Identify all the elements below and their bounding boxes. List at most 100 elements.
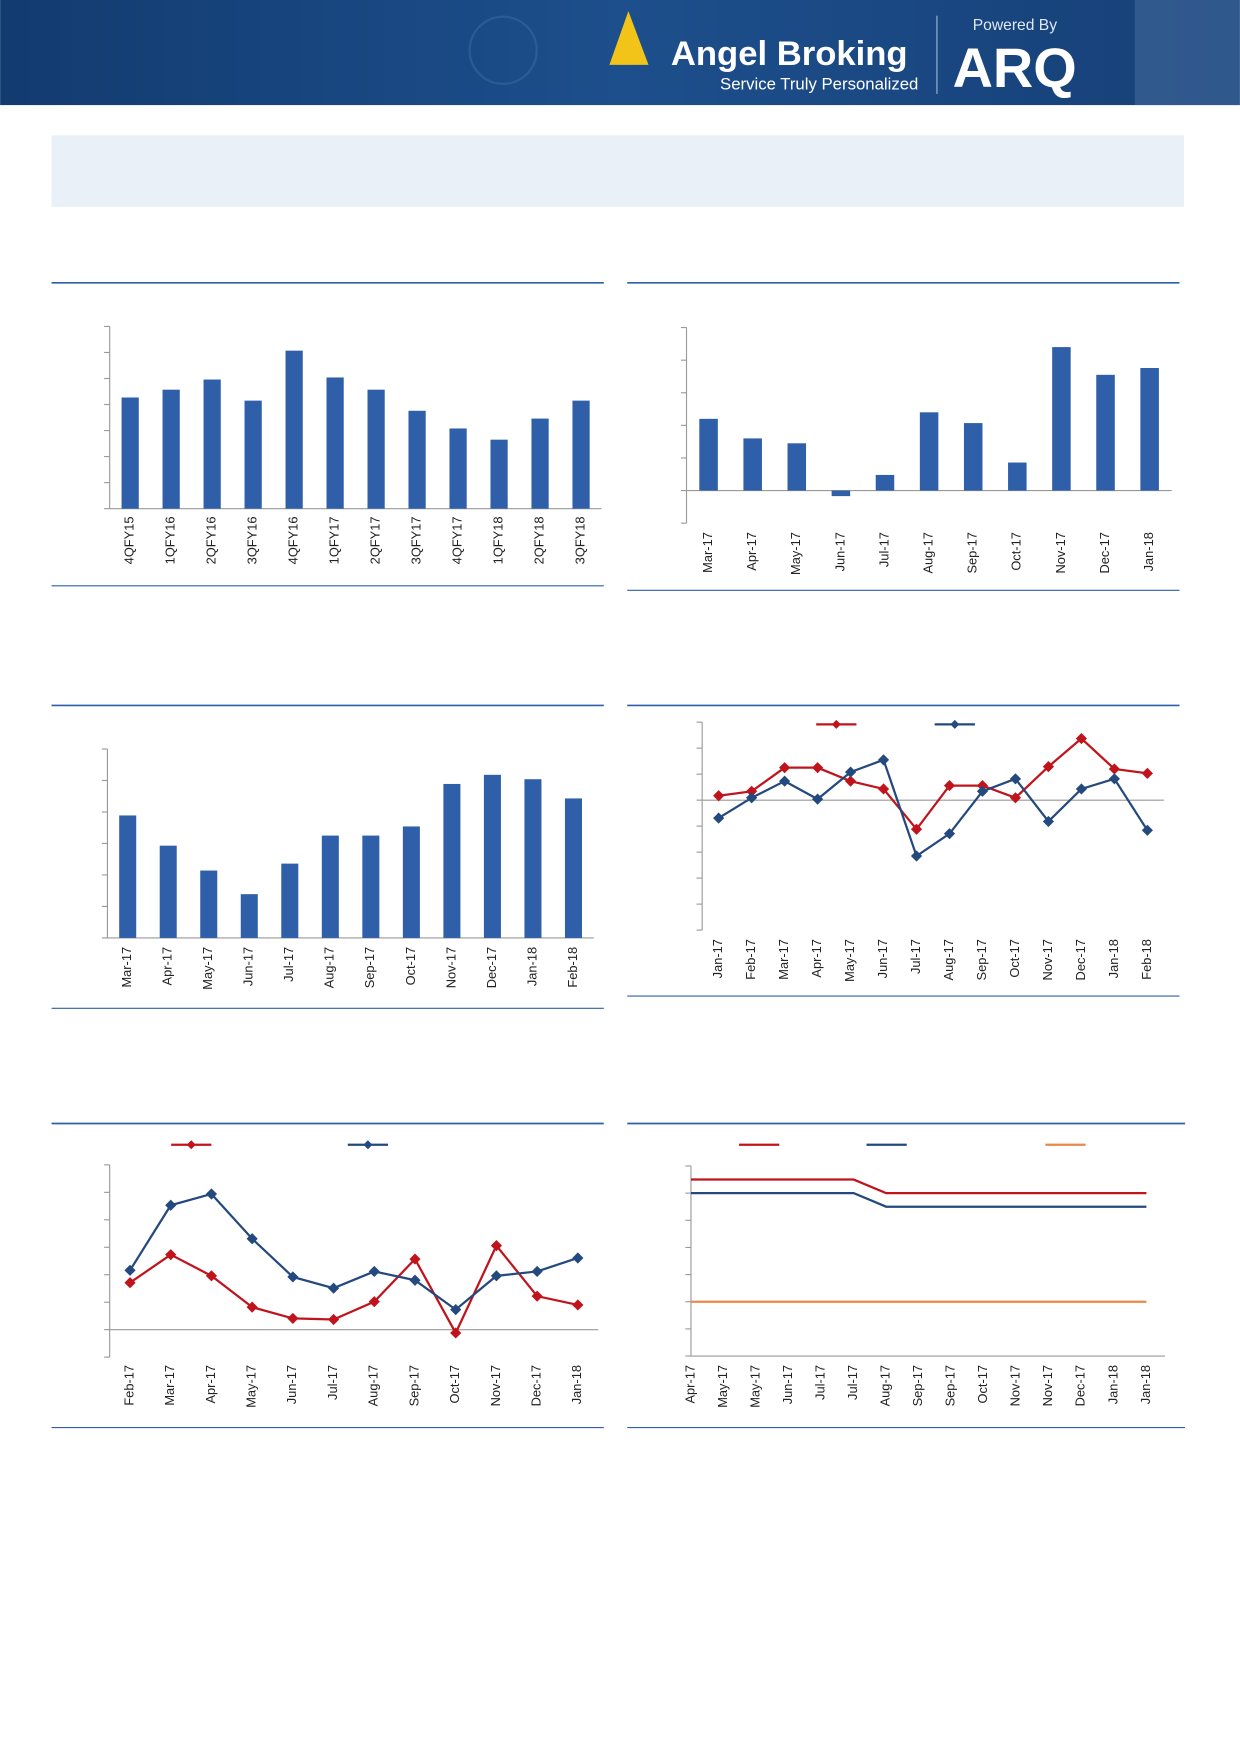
chart: Mar-17 Apr-17 May-17 Jun-17 Jul-17 Aug-17 Sep-… bbox=[101, 748, 594, 990]
bar bbox=[119, 815, 137, 938]
summary-box bbox=[51, 135, 1184, 207]
line bbox=[129, 1192, 579, 1312]
bar bbox=[875, 474, 895, 491]
banner-figure bbox=[1134, 0, 1240, 106]
x-tick-label: Jun-17 bbox=[832, 532, 847, 571]
x-tick-label: Aug-17 bbox=[920, 532, 935, 573]
x-tick-label: 4QFY17 bbox=[449, 516, 464, 564]
x-tick-label: Oct-17 bbox=[447, 1365, 462, 1404]
x-tick-label: Jan-18 bbox=[1138, 1365, 1153, 1404]
x-tick-label: Oct-17 bbox=[1007, 939, 1022, 978]
point bbox=[943, 828, 956, 840]
bar bbox=[285, 350, 303, 509]
banner-decoration bbox=[468, 15, 538, 85]
x-tick-label: Aug-17 bbox=[878, 1365, 893, 1406]
point bbox=[1141, 824, 1153, 836]
bar bbox=[919, 412, 939, 491]
x-tick-label: 3QFY18 bbox=[572, 516, 587, 564]
point bbox=[327, 1313, 340, 1326]
point bbox=[124, 1277, 136, 1289]
x-tick-label: Mar-17 bbox=[119, 947, 134, 988]
point bbox=[1042, 815, 1055, 828]
x-tick-label: Feb-17 bbox=[743, 939, 758, 980]
x-tick-label: Nov-17 bbox=[1040, 939, 1055, 980]
brand-logo bbox=[609, 11, 649, 65]
point bbox=[450, 1327, 462, 1339]
x-tick-label: Sep-17 bbox=[406, 1365, 421, 1406]
x-tick-label: May-17 bbox=[244, 1365, 259, 1408]
x-tick-label: Nov-17 bbox=[1008, 1365, 1023, 1406]
x-tick-label: Nov-17 bbox=[488, 1365, 503, 1406]
bar bbox=[524, 779, 542, 938]
x-tick-label: 2QFY18 bbox=[531, 516, 546, 564]
bar bbox=[449, 428, 467, 509]
x-tick-label: Feb-17 bbox=[121, 1365, 136, 1406]
point bbox=[409, 1274, 421, 1286]
x-tick-label: 1QFY16 bbox=[163, 516, 178, 564]
bar bbox=[787, 443, 807, 491]
x-tick-label: Jun-17 bbox=[780, 1365, 795, 1404]
x-tick-label: Jul-17 bbox=[908, 939, 923, 974]
x-tick-label: Aug-17 bbox=[322, 947, 337, 988]
x-tick-label: 3QFY16 bbox=[245, 516, 260, 564]
bar bbox=[200, 870, 218, 938]
x-tick-label: Nov-17 bbox=[1053, 532, 1068, 573]
x-tick-label: Apr-17 bbox=[160, 947, 175, 986]
x-tick-label: Oct-17 bbox=[1009, 532, 1024, 571]
x-tick-label: Aug-17 bbox=[366, 1365, 381, 1406]
bar bbox=[367, 389, 385, 509]
bar bbox=[362, 835, 380, 938]
bar bbox=[240, 894, 258, 938]
point bbox=[1108, 763, 1120, 775]
x-tick-label: Apr-17 bbox=[809, 939, 824, 978]
point bbox=[1009, 773, 1022, 785]
x-tick-label: Mar-17 bbox=[776, 939, 791, 980]
point bbox=[713, 812, 725, 824]
legend-marker bbox=[363, 1140, 373, 1150]
bar bbox=[443, 783, 461, 938]
brand-tagline: Service Truly Personalized bbox=[720, 74, 918, 93]
section-rules bbox=[51, 281, 1186, 1429]
bar bbox=[483, 774, 501, 938]
point bbox=[1042, 761, 1055, 773]
x-tick-label: 3QFY17 bbox=[408, 516, 423, 564]
x-tick-label: May-17 bbox=[715, 1365, 730, 1408]
x-tick-label: Jan-18 bbox=[524, 947, 539, 986]
x-tick-label: Aug-17 bbox=[941, 939, 956, 980]
x-tick-label: Apr-17 bbox=[744, 532, 759, 571]
line bbox=[129, 1243, 579, 1336]
x-tick-label: Jan-18 bbox=[1141, 532, 1156, 571]
bar bbox=[564, 798, 582, 938]
x-tick-label: May-17 bbox=[788, 532, 803, 575]
x-tick-label: Jan-18 bbox=[1105, 1365, 1120, 1404]
x-tick-label: Dec-17 bbox=[1097, 532, 1112, 573]
x-tick-label: 1QFY18 bbox=[490, 516, 505, 564]
x-tick-label: Jun-17 bbox=[241, 947, 256, 986]
point bbox=[877, 754, 890, 766]
x-tick-label: 4QFY16 bbox=[286, 516, 301, 564]
x-tick-label: Jul-17 bbox=[325, 1365, 340, 1400]
powered-by: Powered By bbox=[973, 17, 1058, 34]
x-tick-label: Oct-17 bbox=[975, 1365, 990, 1404]
x-tick-label: Sep-17 bbox=[943, 1365, 958, 1406]
point bbox=[205, 1188, 218, 1200]
point bbox=[165, 1199, 177, 1211]
legend-marker bbox=[831, 719, 841, 729]
bar bbox=[408, 410, 426, 509]
x-tick-label: Sep-17 bbox=[974, 939, 989, 980]
legend-marker bbox=[950, 719, 960, 729]
x-tick-label: Jun-17 bbox=[284, 1365, 299, 1404]
x-tick-label: 2QFY16 bbox=[204, 516, 219, 564]
bar bbox=[831, 490, 851, 497]
bar bbox=[326, 377, 344, 509]
point bbox=[287, 1271, 299, 1283]
line bbox=[718, 758, 1149, 858]
x-tick-label: Jun-17 bbox=[875, 939, 890, 978]
point bbox=[812, 793, 824, 805]
point bbox=[368, 1296, 380, 1308]
x-tick-label: Sep-17 bbox=[362, 947, 377, 988]
point bbox=[812, 762, 824, 774]
line bbox=[690, 1192, 1147, 1208]
x-tick-label: Jan-18 bbox=[569, 1365, 584, 1404]
